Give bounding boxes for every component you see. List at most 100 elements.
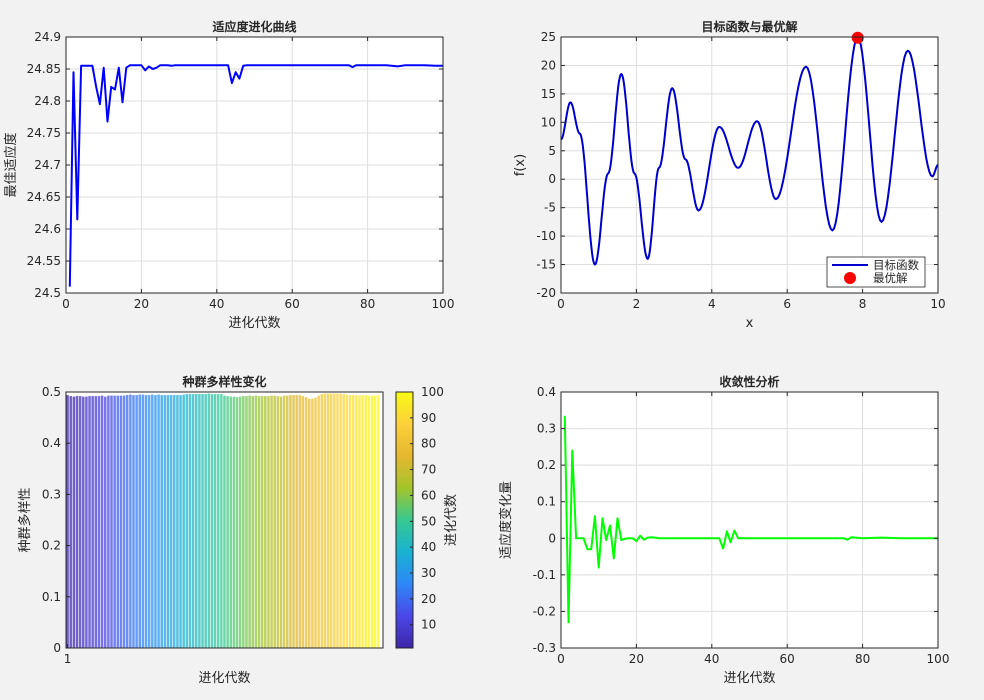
diversity-bar — [339, 393, 342, 648]
y-axis-label: 种群多样性 — [17, 487, 33, 552]
diversity-bar — [370, 395, 374, 648]
diversity-bar — [351, 395, 355, 648]
y-tick-label: -0.2 — [533, 604, 556, 618]
x-tick-label: 10 — [930, 297, 945, 311]
x-axis-label: x — [746, 316, 754, 331]
diversity-bar — [179, 395, 182, 648]
diversity-bar — [125, 395, 129, 648]
y-tick-label: 24.85 — [27, 62, 61, 76]
chart-panel-2: 0 2 4 6 8 10 -20 -15 -10 -5 0 5 10 15 20 25 目标函数与最优解 x f(x… — [513, 19, 946, 331]
diversity-bar — [138, 394, 142, 648]
chart-panel-4: 0 20 40 60 80 100 -0.3 -0.2 -0.1 0 0.1 0.2 0.3 0.4 收敛性… — [498, 374, 949, 686]
y-tick-label: 24.65 — [27, 190, 61, 204]
diversity-bar — [345, 394, 349, 648]
x-tick-label: 4 — [708, 297, 716, 311]
colorbar-tick-label: 90 — [421, 411, 436, 425]
diversity-bar — [358, 395, 361, 648]
diversity-bar — [103, 396, 107, 648]
y-axis-label: f(x) — [513, 154, 528, 176]
x-tick-label: 0 — [557, 652, 565, 666]
diversity-bar — [97, 396, 101, 648]
chart-title: 种群多样性变化 — [181, 374, 266, 389]
colorbar-tick-label: 10 — [421, 618, 436, 632]
diversity-bar — [100, 395, 104, 648]
x-axis-label: 进化代数 — [723, 671, 775, 686]
diversity-bar — [204, 394, 207, 648]
diversity-bar — [270, 395, 273, 648]
axes-box — [560, 36, 939, 294]
diversity-bar — [355, 395, 358, 648]
diversity-bar — [113, 395, 116, 648]
y-tick-label: -20 — [536, 286, 556, 300]
chart-title: 适应度进化曲线 — [212, 19, 296, 34]
y-tick-label: 24.7 — [34, 158, 61, 172]
chart-title: 目标函数与最优解 — [701, 19, 797, 34]
diversity-bar — [163, 395, 167, 648]
y-tick-label: 15 — [541, 87, 556, 101]
diversity-bar — [166, 395, 170, 648]
diversity-bar — [317, 395, 320, 648]
x-axis-label: 进化代数 — [198, 671, 250, 686]
y-tick-label: 0.3 — [537, 422, 556, 436]
optimum-point — [851, 31, 864, 44]
y-tick-label: -0.1 — [533, 568, 556, 582]
x-tick-label: 100 — [927, 652, 950, 666]
diversity-bar — [229, 396, 233, 648]
colorbar-tick-label: 50 — [421, 514, 436, 528]
y-tick-label: 24.8 — [34, 94, 61, 108]
diversity-bar — [329, 393, 333, 648]
y-tick-label: 24.9 — [34, 30, 61, 44]
diversity-bar — [336, 393, 339, 648]
diversity-bar — [110, 395, 113, 648]
y-tick-label: 0.4 — [42, 436, 61, 450]
chart-title: 收敛性分析 — [719, 374, 779, 389]
diversity-bar — [132, 395, 135, 648]
diversity-bar — [348, 395, 352, 648]
colorbar-tick-label: 60 — [421, 488, 436, 502]
diversity-bar — [176, 395, 179, 648]
diversity-bar — [201, 394, 204, 648]
y-tick-label: 25 — [541, 30, 556, 44]
diversity-bar — [314, 397, 317, 648]
diversity-bar — [66, 395, 69, 648]
x-tick-label: 40 — [704, 652, 719, 666]
diversity-bar — [282, 395, 286, 648]
diversity-bar — [286, 395, 289, 648]
y-tick-label: 5 — [548, 144, 556, 158]
diversity-bar — [342, 394, 346, 648]
y-axis-label: 适应度变化量 — [498, 481, 514, 559]
legend-box — [826, 256, 926, 288]
y-tick-label: -5 — [544, 201, 556, 215]
x-tick-label: 80 — [360, 297, 375, 311]
diversity-bar — [198, 394, 201, 648]
diversity-bar — [298, 395, 302, 648]
diversity-bar — [82, 396, 85, 648]
diversity-bar — [216, 394, 220, 648]
y-tick-label: 0.5 — [42, 385, 61, 399]
diversity-bar — [107, 395, 110, 648]
diversity-bar — [301, 396, 305, 648]
diversity-bar — [333, 393, 336, 648]
x-tick-label: 60 — [780, 652, 795, 666]
diversity-bar — [194, 394, 198, 648]
diversity-bar — [147, 395, 151, 648]
y-tick-label: 24.6 — [34, 222, 61, 236]
colorbar-tick-label: 40 — [421, 540, 436, 554]
y-tick-label: 24.75 — [27, 126, 61, 140]
diversity-bar — [364, 395, 367, 648]
diversity-bar — [289, 395, 292, 648]
axes-box — [560, 391, 939, 649]
colorbar-tick-label: 30 — [421, 566, 436, 580]
diversity-bar — [151, 394, 154, 648]
x-tick-label: 40 — [209, 297, 224, 311]
diversity-bar — [242, 396, 245, 648]
y-tick-label: 0 — [53, 641, 61, 655]
diversity-bar — [238, 396, 242, 648]
diversity-bar — [182, 394, 185, 648]
diversity-bar — [361, 395, 364, 648]
diversity-bar — [141, 394, 145, 648]
colorbar: 10 20 30 40 50 60 70 80 90 100 进化代数 — [395, 385, 459, 649]
y-axis-label: 最佳适应度 — [3, 132, 19, 197]
